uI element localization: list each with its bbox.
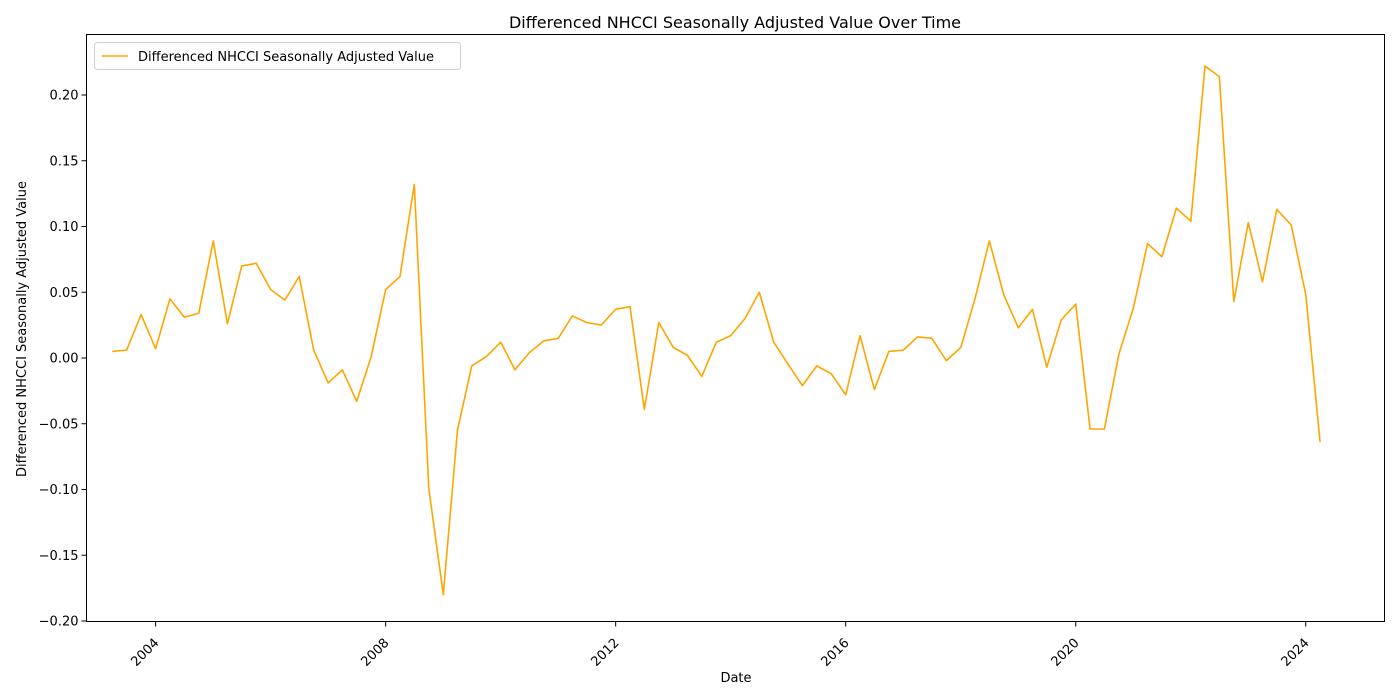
legend-label: Differenced NHCCI Seasonally Adjusted Va… — [138, 50, 434, 65]
x-axis-title: Date — [720, 671, 751, 686]
x-tick-label: 2024 — [1279, 636, 1313, 670]
y-tick-label: 0.15 — [50, 154, 79, 169]
plot-area — [86, 34, 1385, 622]
y-axis: −0.20 −0.15 −0.10 −0.05 0.00 0.05 0.10 0.15 0.20 — [39, 89, 87, 630]
y-tick-label: −0.05 — [39, 417, 79, 432]
x-tick-label: 2020 — [1049, 636, 1083, 670]
y-tick-label: −0.15 — [39, 549, 79, 564]
chart-title: Differenced NHCCI Seasonally Adjusted Va… — [509, 13, 961, 32]
legend: Differenced NHCCI Seasonally Adjusted Va… — [94, 42, 461, 70]
y-tick-label: 0.05 — [50, 286, 79, 301]
y-tick-label: −0.20 — [39, 615, 79, 630]
y-tick-label: 0.10 — [50, 220, 79, 235]
x-tick-label: 2012 — [589, 636, 623, 670]
x-tick-label: 2016 — [819, 636, 853, 670]
x-tick-label: 2004 — [128, 636, 162, 670]
series-line — [112, 65, 1321, 596]
y-tick-label: −0.10 — [39, 483, 79, 498]
x-tick-label: 2008 — [358, 636, 392, 670]
legend-box — [94, 42, 461, 70]
y-tick-label: 0.00 — [50, 352, 79, 367]
y-tick-label: 0.20 — [50, 89, 79, 104]
series-layer — [112, 65, 1321, 596]
x-axis: 2004 2008 2012 2016 2020 2024 — [128, 621, 1313, 670]
y-axis-title: Differenced NHCCI Seasonally Adjusted Va… — [15, 181, 30, 477]
